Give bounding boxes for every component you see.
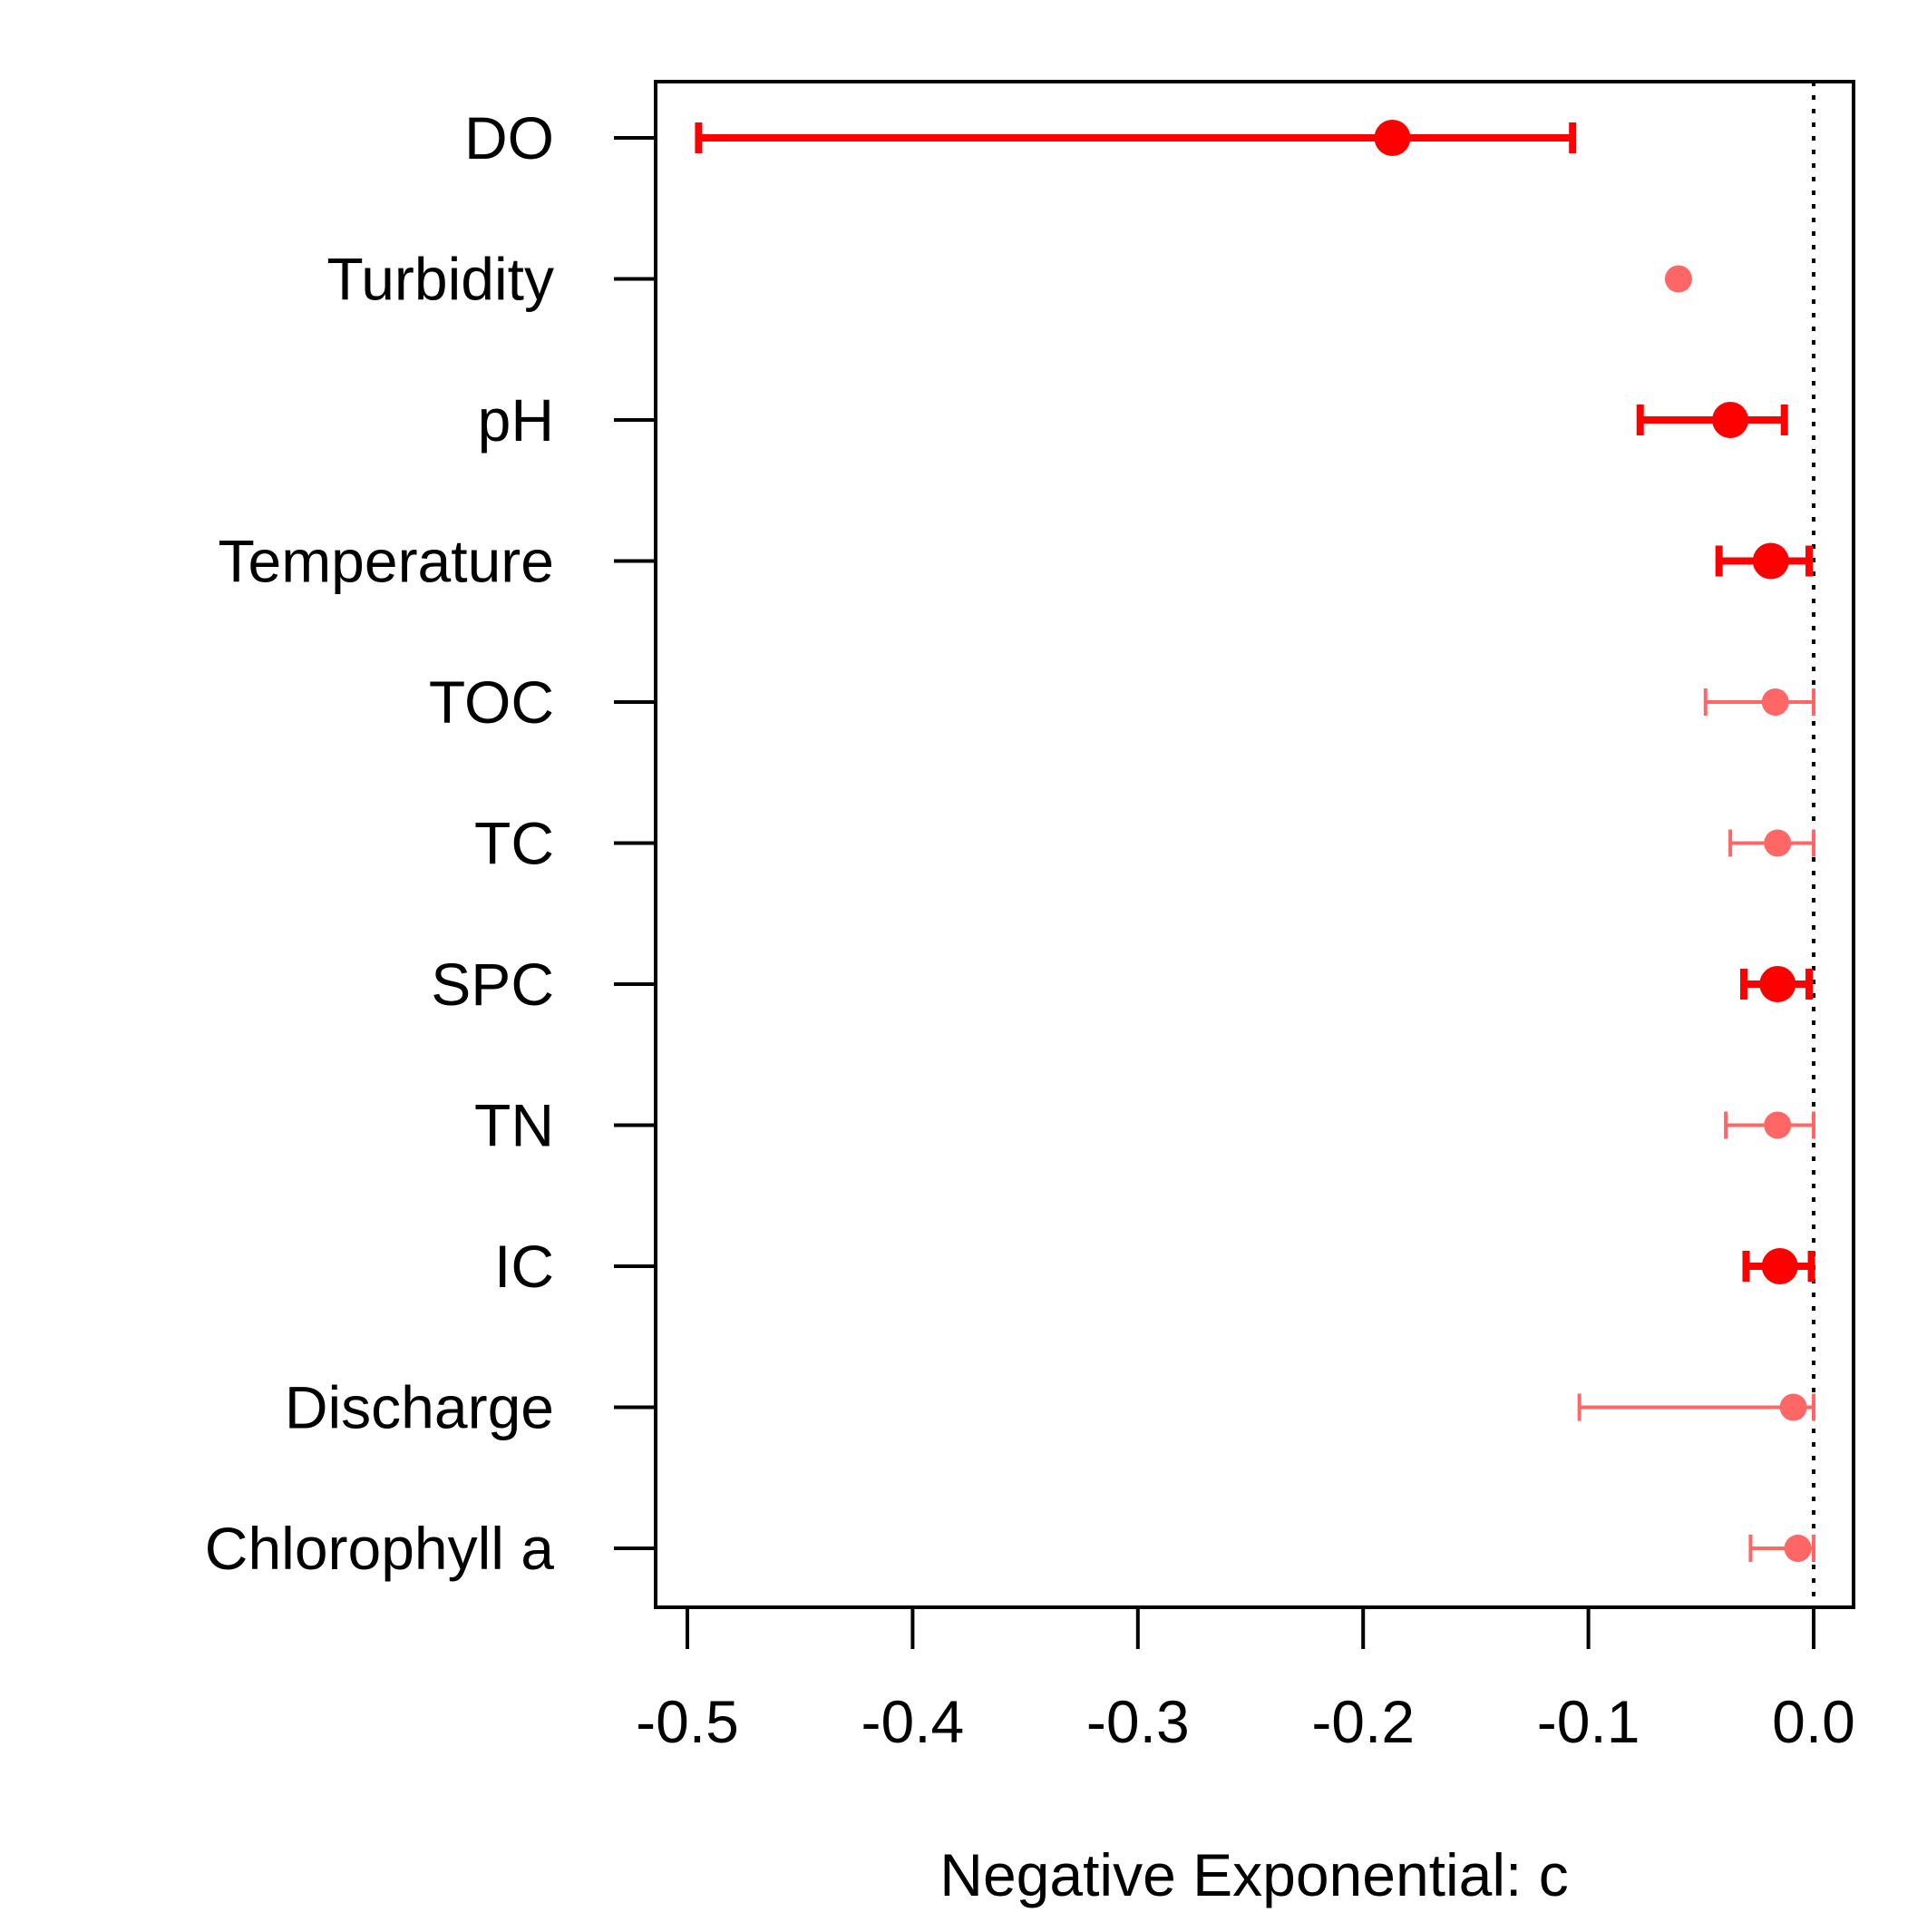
x-tick-label: -0.2 <box>1311 1688 1415 1755</box>
y-tick-label: DO <box>464 104 554 171</box>
point-estimate <box>1759 966 1796 1002</box>
point-estimate <box>1374 120 1411 156</box>
point-estimate <box>1784 1535 1812 1562</box>
y-tick-label: TOC <box>429 668 554 736</box>
y-tick-label: TN <box>474 1092 554 1159</box>
y-tick-label: Temperature <box>218 528 554 595</box>
point-estimate <box>1764 829 1792 857</box>
x-tick-label: 0.0 <box>1772 1688 1855 1755</box>
y-tick-label: TC <box>474 810 554 877</box>
point-estimate <box>1779 1393 1807 1421</box>
point-estimate <box>1712 402 1749 438</box>
y-tick-label: SPC <box>431 951 554 1018</box>
point-estimate <box>1764 1111 1792 1139</box>
point-estimate <box>1664 265 1692 293</box>
y-tick-label: Chlorophyll a <box>205 1515 554 1582</box>
plot-frame <box>654 80 1855 1609</box>
x-tick-label: -0.4 <box>861 1688 965 1755</box>
y-tick-label: Discharge <box>285 1374 554 1441</box>
x-tick-label: -0.5 <box>636 1688 739 1755</box>
y-tick-label: IC <box>494 1233 554 1300</box>
x-axis-title: Negative Exponential: c <box>939 1841 1568 1908</box>
x-tick-label: -0.3 <box>1086 1688 1190 1755</box>
point-estimate <box>1752 542 1789 580</box>
y-tick-label: pH <box>478 386 554 454</box>
point-estimate <box>1761 688 1789 716</box>
point-estimate <box>1761 1248 1798 1284</box>
x-tick-label: -0.1 <box>1537 1688 1640 1755</box>
y-tick-label: Turbidity <box>326 246 554 313</box>
